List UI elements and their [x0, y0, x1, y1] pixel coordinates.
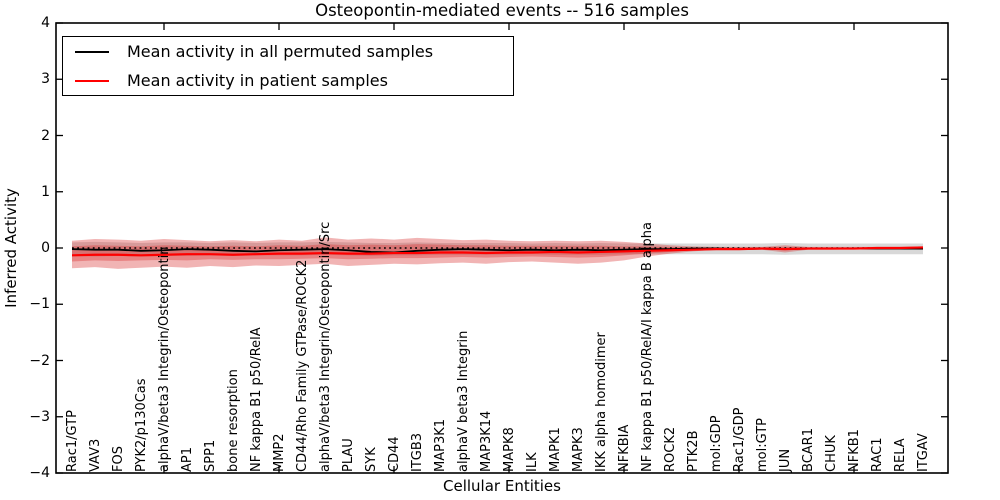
legend-line-sample-red — [75, 79, 109, 82]
patient-mean-line — [71, 246, 924, 257]
legend-item-patient: Mean activity in patient samples — [63, 67, 513, 95]
legend-item-permuted: Mean activity in all permuted samples — [63, 38, 513, 66]
x-axis-label: Cellular Entities — [443, 477, 561, 495]
chart-title: Osteopontin-mediated events -- 516 sampl… — [315, 1, 689, 20]
legend-label-patient: Mean activity in patient samples — [127, 71, 388, 90]
legend-line-sample-black — [75, 50, 109, 53]
legend: Mean activity in all permuted samples Me… — [62, 36, 514, 96]
legend-label-permuted: Mean activity in all permuted samples — [127, 42, 434, 61]
y-axis-label: Inferred Activity — [2, 188, 20, 308]
